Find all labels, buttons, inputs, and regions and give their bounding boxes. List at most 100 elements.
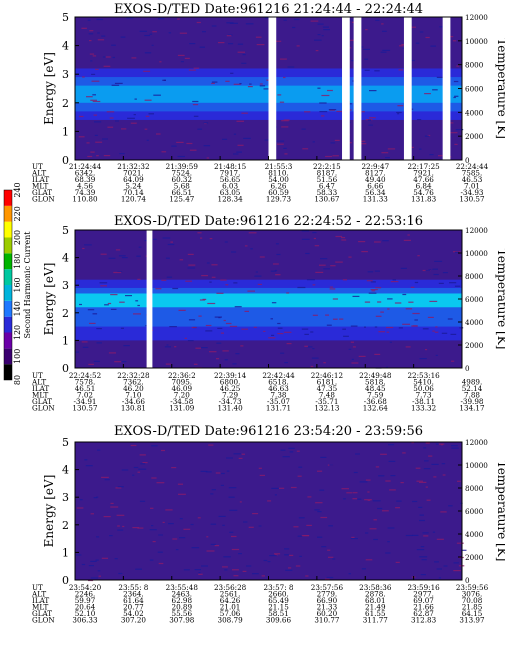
noise-speck xyxy=(365,559,373,561)
noise-speck xyxy=(282,456,290,458)
noise-speck xyxy=(381,152,389,154)
row-value-mlt: 20.89 xyxy=(172,603,193,612)
row-label-glat: GLAT xyxy=(32,188,52,197)
noise-speck xyxy=(82,346,89,348)
noise-speck xyxy=(171,145,177,147)
noise-speck xyxy=(233,133,237,135)
row-value-glat: 66.51 xyxy=(172,188,193,197)
row-value-glat: -35.07 xyxy=(267,397,290,406)
noise-speck xyxy=(361,568,366,570)
noise-speck xyxy=(452,40,457,42)
noise-speck xyxy=(199,46,205,48)
y-tick-label: 2 xyxy=(62,519,69,532)
row-value-glat: 60.20 xyxy=(317,609,338,618)
row-value-glon: 312.83 xyxy=(411,616,437,625)
noise-speck xyxy=(456,542,464,544)
noise-speck xyxy=(170,241,173,243)
noise-speck xyxy=(284,362,288,364)
noise-speck xyxy=(386,326,394,329)
noise-speck xyxy=(319,111,328,113)
noise-speck xyxy=(364,58,369,60)
noise-speck xyxy=(279,101,285,103)
noise-speck xyxy=(102,138,108,140)
noise-speck xyxy=(352,498,358,500)
noise-speck xyxy=(237,51,245,53)
row-value-ilat: 54.00 xyxy=(268,175,289,184)
noise-speck xyxy=(106,56,111,58)
y-axis-label: Energy [eV] xyxy=(42,52,56,125)
noise-speck xyxy=(332,155,339,157)
noise-speck xyxy=(263,330,266,332)
noise-speck xyxy=(368,124,373,126)
noise-speck xyxy=(359,481,368,483)
noise-speck xyxy=(382,30,387,32)
noise-speck xyxy=(266,79,270,81)
noise-speck xyxy=(201,347,208,349)
row-value-glat: 52.10 xyxy=(75,609,96,618)
noise-speck xyxy=(319,102,327,104)
y2-axis-label: Temperature [K] xyxy=(495,249,505,350)
noise-speck xyxy=(424,460,429,462)
noise-speck xyxy=(237,144,244,146)
noise-speck xyxy=(362,48,370,50)
noise-speck xyxy=(81,341,88,343)
noise-speck xyxy=(301,328,309,330)
noise-speck xyxy=(419,556,428,558)
row-value-ut: 22:9:47 xyxy=(361,162,389,171)
y2-tick-label: 8000 xyxy=(465,272,484,281)
row-value-ilat: 46.09 xyxy=(172,384,193,393)
noise-speck xyxy=(172,287,179,290)
noise-speck xyxy=(312,141,315,143)
y2-tick-label: 10000 xyxy=(465,461,488,470)
noise-speck xyxy=(288,567,292,569)
noise-speck xyxy=(274,494,277,496)
noise-speck xyxy=(248,526,254,528)
noise-speck xyxy=(276,40,282,42)
noise-speck xyxy=(329,464,334,466)
noise-speck xyxy=(138,468,147,470)
noise-speck xyxy=(332,298,338,300)
plot-background xyxy=(75,442,462,580)
noise-speck xyxy=(293,18,300,21)
row-value-ut: 23:54:20 xyxy=(69,583,102,592)
noise-speck xyxy=(301,128,306,130)
noise-speck xyxy=(133,466,139,469)
noise-speck xyxy=(209,281,212,283)
noise-speck xyxy=(412,500,418,503)
y2-axis-label: Temperature [K] xyxy=(495,38,505,139)
row-value-glon: 313.97 xyxy=(459,616,485,625)
noise-speck xyxy=(280,352,285,354)
row-value-alt: 5410. xyxy=(413,378,434,387)
row-value-mlt: 21.66 xyxy=(413,603,434,612)
noise-speck xyxy=(312,348,315,350)
noise-speck xyxy=(211,81,218,83)
row-value-ilat: 65.49 xyxy=(268,596,289,605)
noise-speck xyxy=(91,80,100,82)
noise-speck xyxy=(438,577,441,579)
noise-speck xyxy=(151,445,158,447)
noise-speck xyxy=(183,528,191,530)
noise-speck xyxy=(435,443,439,445)
noise-speck xyxy=(417,255,420,257)
row-value-ut: 23:59:16 xyxy=(407,583,440,592)
row-value-ut: 22:24:44 xyxy=(456,162,489,171)
noise-speck xyxy=(432,268,438,270)
noise-speck xyxy=(402,323,411,325)
noise-speck xyxy=(367,271,374,273)
row-value-mlt: 4.56 xyxy=(77,182,93,191)
y2-tick-label: 2000 xyxy=(465,553,484,562)
noise-speck xyxy=(228,43,234,45)
noise-speck xyxy=(110,506,119,508)
noise-speck xyxy=(121,128,127,130)
noise-speck xyxy=(201,275,208,277)
row-value-ilat: 66.90 xyxy=(317,596,338,605)
noise-speck xyxy=(207,302,216,305)
y-tick-label: 0 xyxy=(62,574,69,587)
noise-speck xyxy=(388,444,395,446)
noise-speck xyxy=(205,330,213,332)
row-value-alt: 6342. xyxy=(75,169,96,178)
noise-speck xyxy=(422,532,429,534)
row-value-alt: 7021. xyxy=(123,169,144,178)
noise-speck xyxy=(186,142,193,145)
